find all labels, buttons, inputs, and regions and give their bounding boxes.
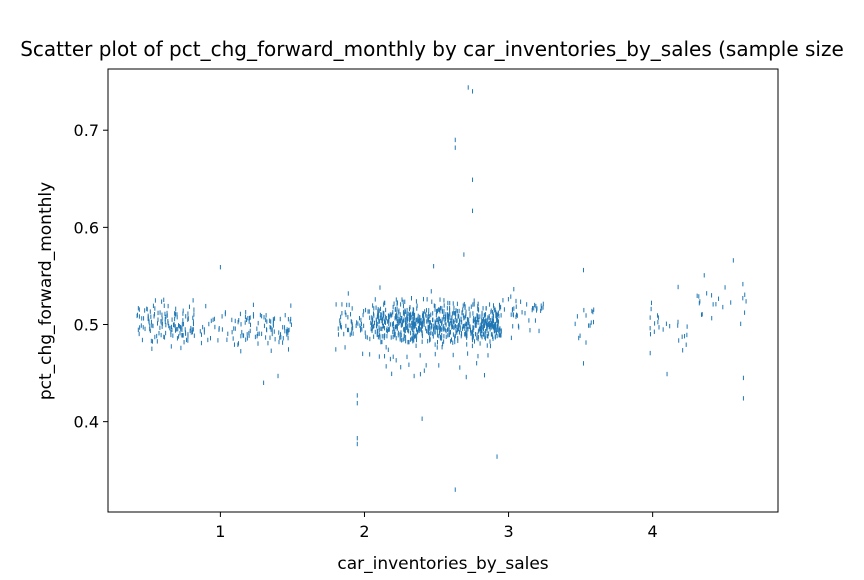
plot-frame <box>107 68 779 513</box>
x-axis-label: car_inventories_by_sales <box>337 554 548 574</box>
y-axis-label: pct_chg_forward_monthly <box>36 182 56 400</box>
x-tick-label: 3 <box>503 522 513 541</box>
chart-title: Scatter plot of pct_chg_forward_monthly … <box>20 37 844 61</box>
y-tick-label: 0.7 <box>74 121 99 140</box>
y-tick-label: 0.5 <box>74 316 99 335</box>
y-axis-ticks: 0.4 0.5 0.6 0.7 <box>74 121 108 432</box>
y-tick-label: 0.6 <box>74 218 99 237</box>
x-axis-ticks: 1 2 3 4 <box>215 512 658 541</box>
y-tick-label: 0.4 <box>74 413 99 432</box>
x-tick-label: 1 <box>215 522 225 541</box>
x-tick-label: 4 <box>648 522 658 541</box>
x-tick-label: 2 <box>359 522 369 541</box>
data-points <box>136 85 747 492</box>
